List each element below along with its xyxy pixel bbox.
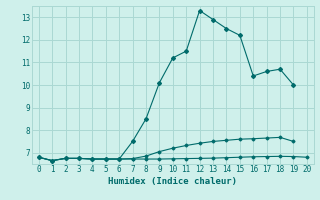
X-axis label: Humidex (Indice chaleur): Humidex (Indice chaleur): [108, 177, 237, 186]
